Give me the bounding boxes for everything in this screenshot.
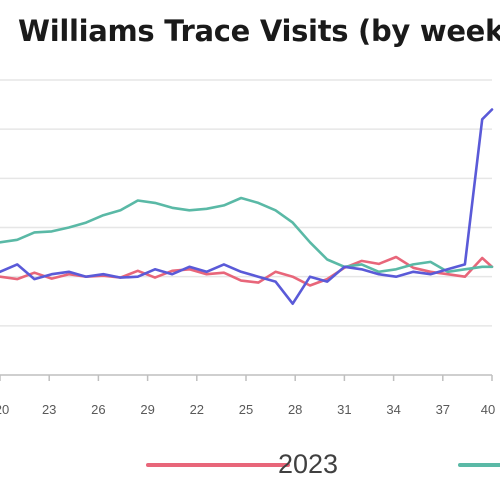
- x-tick-label: 29: [140, 402, 154, 417]
- x-tick-label: 20: [0, 402, 9, 417]
- x-tick-label: 31: [337, 402, 351, 417]
- x-tick-label: 26: [91, 402, 105, 417]
- x-tick-label: 37: [436, 402, 450, 417]
- series-layer: [0, 108, 494, 306]
- legend: 2023: [146, 449, 500, 479]
- x-tick-label: 28: [288, 402, 302, 417]
- chart-title: Williams Trace Visits (by week: [18, 14, 500, 48]
- series-line-2: [0, 196, 494, 274]
- x-axis: 20 23 26 29 22 25 28 31 34 37 40: [0, 374, 495, 417]
- x-tick-label: 25: [239, 402, 253, 417]
- x-tick-label: 23: [42, 402, 56, 417]
- x-tick-label: 34: [386, 402, 400, 417]
- x-tick-label: 22: [190, 402, 204, 417]
- series-line-3: [0, 108, 494, 306]
- legend-label-2023[interactable]: 2023: [278, 449, 338, 479]
- grid-lines: [0, 79, 492, 327]
- x-tick-label: 40: [481, 402, 495, 417]
